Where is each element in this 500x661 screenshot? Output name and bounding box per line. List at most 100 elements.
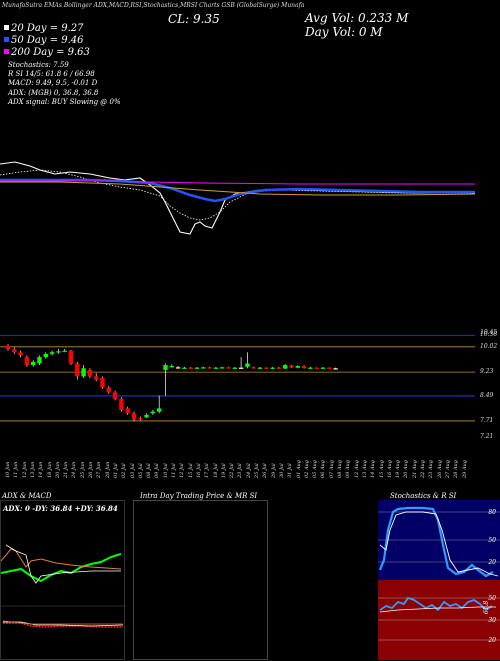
dma200-line xyxy=(0,180,475,185)
close-label: CL: 9.35 xyxy=(168,12,220,26)
candle-body xyxy=(207,367,212,369)
candle-body xyxy=(43,353,48,358)
date-axis-label: 12 Aug xyxy=(353,460,360,478)
candle-body xyxy=(106,387,111,393)
date-axis-label: 18 Jun xyxy=(46,461,53,478)
candle-body xyxy=(169,366,174,368)
date-axis-label: 19 Jul xyxy=(220,463,227,478)
candle-body xyxy=(226,367,231,369)
candle-body xyxy=(68,350,74,364)
candle-body xyxy=(163,365,168,370)
price-axis-label: 9.23 xyxy=(480,368,494,376)
dma50-label: 50 Day = 9.46 xyxy=(11,35,84,46)
date-axis-label: 09 Aug xyxy=(345,460,352,478)
candle-body xyxy=(112,392,118,399)
candle-body xyxy=(138,418,143,420)
moving-averages-chart xyxy=(0,161,476,235)
date-axis-label: 07 Aug xyxy=(328,460,335,478)
stoch-axis-20: 20 xyxy=(488,559,496,566)
date-axis-label: 12 Jul xyxy=(179,463,186,478)
date-axis-label: 29 Jul xyxy=(270,463,277,478)
dma20-row: 20 Day = 9.27 xyxy=(4,23,90,35)
price-axis-label: 10.45 xyxy=(480,329,498,336)
candle-body xyxy=(12,349,17,353)
candle-body xyxy=(37,357,42,364)
date-axis-label: 22 Aug xyxy=(420,460,426,478)
candle-body xyxy=(144,414,149,418)
stoch-axis-50: 50 xyxy=(488,537,496,544)
date-axis-label: 14 Aug xyxy=(370,460,377,478)
dma50-swatch xyxy=(4,37,9,42)
candle-body xyxy=(232,367,237,369)
candle-body xyxy=(327,367,332,369)
candle-body xyxy=(270,367,275,369)
date-axis-label: 20 Jun xyxy=(54,461,61,478)
price-gridlines xyxy=(0,334,475,422)
adx-signal-label: ADX signal: BUY Slowing @ 0% xyxy=(8,98,121,106)
macd-orange-line xyxy=(2,620,123,625)
price-axis-label: 10.02 xyxy=(480,342,498,350)
date-axis-label: 14 Jun xyxy=(38,461,45,478)
date-axis-label: 21 Jun xyxy=(63,461,70,478)
date-axis-label: 02 Jul xyxy=(121,463,128,478)
rsi-label: R SI 14/5: 61.8 6 / 66.98 xyxy=(8,70,95,78)
dma20-swatch xyxy=(4,25,9,30)
candle-body xyxy=(56,351,61,353)
date-axis-label: 26 Jul xyxy=(262,463,269,478)
candle-body xyxy=(220,367,225,369)
macd-white-line xyxy=(3,621,124,627)
candle-body xyxy=(201,367,206,369)
adx-macd-svg xyxy=(1,544,126,628)
candle-body xyxy=(100,377,105,388)
date-axis-label: 08 Aug xyxy=(337,460,343,478)
candle-body xyxy=(87,369,93,377)
candle-body xyxy=(31,361,36,366)
gold-line xyxy=(0,181,476,196)
candle-body xyxy=(81,368,86,377)
candle-body xyxy=(150,411,156,414)
date-axis-label: 05 Aug xyxy=(312,460,319,478)
adx-values: ADX: 0 -DY: 36.84 +DY: 36.84 xyxy=(3,504,118,513)
price-axis-label: 7.71 xyxy=(480,416,494,424)
dma200-label: 200 Day = 9.63 xyxy=(11,47,90,58)
stoch-k-line xyxy=(378,506,494,578)
candle-body xyxy=(295,366,300,368)
date-axis-label: 28 Aug xyxy=(453,460,460,478)
date-axis-label: 01 Aug xyxy=(295,460,302,478)
date-axis-label: 11 Jul xyxy=(171,463,177,478)
candle-body xyxy=(264,367,269,369)
adx-white-line xyxy=(5,544,121,584)
candle-body xyxy=(333,368,338,370)
stoch-d-line xyxy=(379,511,499,577)
candle-body xyxy=(119,398,124,411)
candle-body xyxy=(49,352,55,354)
date-axis-label: 27 Aug xyxy=(444,460,451,478)
date-axis-label: 13 Jun xyxy=(29,461,36,478)
candle-body xyxy=(251,367,256,369)
date-axis-label: 21 Aug xyxy=(411,460,418,478)
date-axis-label: 15 Aug xyxy=(378,460,385,478)
date-axis-label: 17 Jul xyxy=(204,463,211,478)
candle-body xyxy=(75,363,80,377)
intraday-title: Intra Day Trading Price & MR SI xyxy=(140,492,258,500)
date-axis-label: 06 Aug xyxy=(320,460,327,478)
candlestick-chart xyxy=(0,334,475,422)
candle-body xyxy=(131,413,137,420)
candle-body xyxy=(238,367,244,369)
date-axis-label: 23 Jul xyxy=(237,463,244,478)
rsi-panel: 50 30 20 61.8 xyxy=(378,580,500,660)
candle-body xyxy=(194,367,200,369)
date-axis-label: 10 Jul xyxy=(162,463,169,478)
date-axis-label: 25 Jul xyxy=(254,463,260,478)
date-axis-label: 03 Jul xyxy=(129,463,136,478)
candle-body xyxy=(5,345,11,350)
dma20-label: 20 Day = 9.27 xyxy=(11,23,84,34)
candle-body xyxy=(276,367,282,369)
date-axis-label: 23 Aug xyxy=(428,460,435,478)
adx-macd-title: ADX & MACD xyxy=(2,492,52,500)
candle-body xyxy=(175,367,181,369)
date-axis-label: 02 Aug xyxy=(303,460,310,478)
date-axis-label: 16 Jul xyxy=(195,463,202,478)
date-axis-label: 22 Jul xyxy=(229,463,236,478)
stochastics-svg xyxy=(378,506,500,578)
